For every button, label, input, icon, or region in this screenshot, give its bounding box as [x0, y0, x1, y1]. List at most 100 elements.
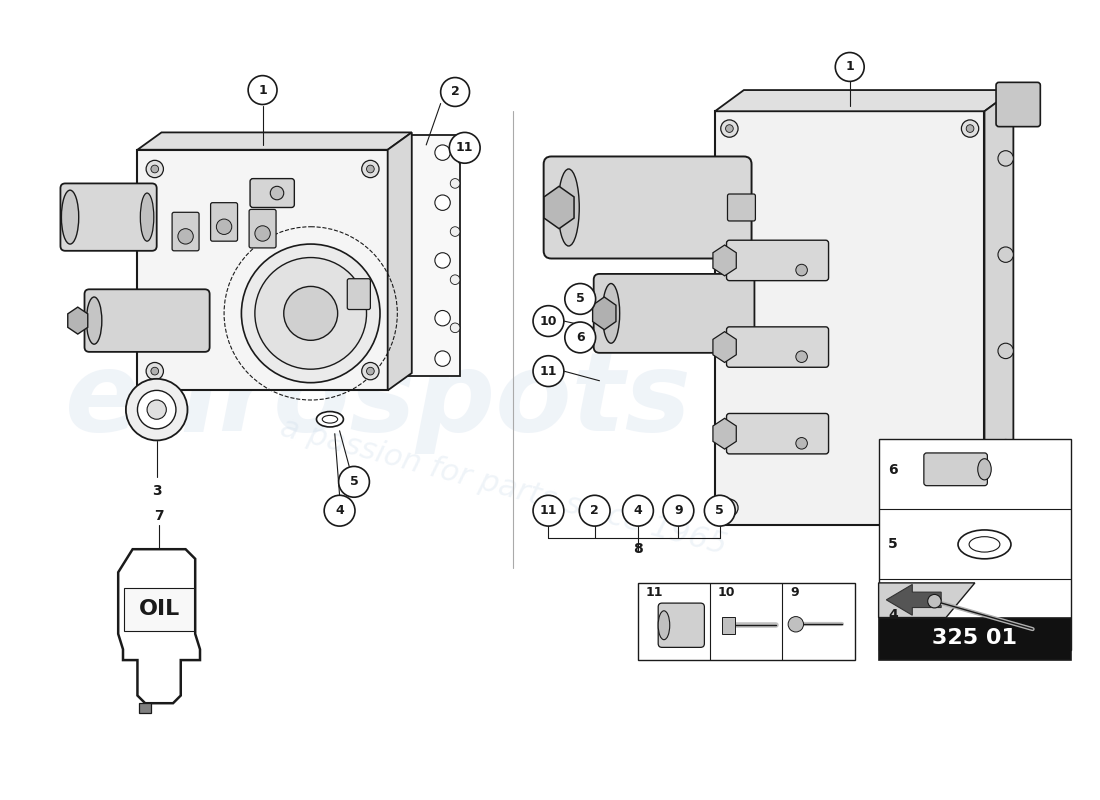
Circle shape [623, 495, 653, 526]
Ellipse shape [969, 537, 1000, 552]
Polygon shape [715, 111, 984, 525]
Circle shape [961, 120, 979, 138]
Polygon shape [713, 418, 736, 449]
Circle shape [434, 253, 450, 268]
FancyBboxPatch shape [60, 183, 156, 251]
Circle shape [362, 160, 380, 178]
Polygon shape [715, 90, 1013, 111]
Circle shape [534, 495, 564, 526]
Circle shape [434, 351, 450, 366]
Circle shape [249, 76, 277, 105]
Polygon shape [713, 245, 736, 276]
Text: 4: 4 [634, 504, 642, 517]
Text: 9: 9 [790, 586, 799, 599]
Circle shape [125, 379, 187, 441]
Circle shape [366, 165, 374, 173]
Text: eurospots: eurospots [65, 346, 692, 454]
FancyBboxPatch shape [727, 194, 756, 221]
Polygon shape [984, 90, 1013, 525]
FancyBboxPatch shape [210, 202, 238, 241]
Circle shape [339, 466, 370, 498]
Circle shape [284, 286, 338, 340]
Circle shape [534, 306, 564, 337]
Circle shape [450, 226, 460, 236]
Text: 9: 9 [674, 504, 683, 517]
Ellipse shape [558, 169, 580, 246]
Ellipse shape [603, 283, 619, 343]
Circle shape [441, 78, 470, 106]
Text: 4: 4 [336, 504, 344, 517]
Circle shape [835, 53, 865, 82]
Polygon shape [68, 307, 88, 334]
FancyBboxPatch shape [138, 150, 387, 390]
Text: 5: 5 [888, 538, 898, 551]
Text: a passion for parts since 1965: a passion for parts since 1965 [277, 413, 729, 560]
Bar [638, 583, 855, 660]
Ellipse shape [958, 530, 1011, 559]
Circle shape [217, 219, 232, 234]
Ellipse shape [658, 610, 670, 640]
FancyBboxPatch shape [726, 240, 828, 281]
Circle shape [434, 195, 450, 210]
FancyBboxPatch shape [172, 212, 199, 251]
Circle shape [147, 400, 166, 419]
Circle shape [998, 439, 1013, 455]
Circle shape [663, 495, 694, 526]
Bar [124, 588, 195, 631]
Polygon shape [387, 133, 411, 390]
Bar [140, 703, 151, 713]
Circle shape [998, 150, 1013, 166]
Ellipse shape [87, 297, 102, 344]
FancyBboxPatch shape [594, 274, 755, 353]
FancyBboxPatch shape [726, 327, 828, 367]
Ellipse shape [978, 458, 991, 480]
FancyBboxPatch shape [924, 453, 988, 486]
Circle shape [966, 504, 974, 512]
Polygon shape [118, 549, 200, 703]
Text: 5: 5 [575, 293, 584, 306]
Text: OIL: OIL [139, 599, 179, 619]
Circle shape [998, 247, 1013, 262]
Ellipse shape [62, 190, 79, 244]
Circle shape [704, 495, 735, 526]
Circle shape [788, 617, 803, 632]
Circle shape [138, 390, 176, 429]
Text: 325 01: 325 01 [933, 628, 1018, 648]
FancyBboxPatch shape [249, 210, 276, 248]
Circle shape [366, 367, 374, 375]
Circle shape [795, 351, 807, 362]
FancyBboxPatch shape [543, 157, 751, 258]
Bar [879, 618, 1071, 660]
Circle shape [795, 438, 807, 449]
Polygon shape [138, 133, 411, 150]
Circle shape [434, 310, 450, 326]
Polygon shape [887, 585, 942, 615]
Ellipse shape [317, 411, 343, 427]
Circle shape [564, 322, 595, 353]
Text: 1: 1 [846, 61, 854, 74]
Ellipse shape [322, 415, 338, 423]
Circle shape [146, 362, 164, 380]
Text: 11: 11 [540, 365, 558, 378]
Polygon shape [879, 583, 975, 618]
Circle shape [434, 145, 450, 160]
Ellipse shape [141, 193, 154, 241]
Circle shape [241, 244, 380, 382]
Circle shape [151, 165, 158, 173]
Circle shape [961, 499, 979, 517]
Text: 5: 5 [350, 475, 359, 488]
Text: 11: 11 [540, 504, 558, 517]
Polygon shape [713, 332, 736, 362]
Text: 11: 11 [456, 142, 473, 154]
Circle shape [255, 258, 366, 369]
Text: 3: 3 [152, 485, 162, 498]
Bar [879, 438, 1071, 650]
Text: 8: 8 [634, 542, 642, 556]
Text: 11: 11 [646, 586, 663, 599]
Circle shape [720, 120, 738, 138]
FancyBboxPatch shape [85, 290, 210, 352]
Circle shape [998, 343, 1013, 358]
Circle shape [450, 275, 460, 285]
Text: 5: 5 [715, 504, 724, 517]
Circle shape [927, 594, 942, 608]
